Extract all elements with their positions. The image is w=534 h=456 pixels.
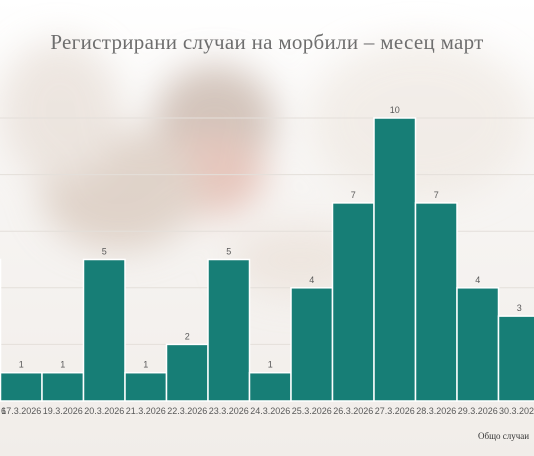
data-label: 7 [351, 190, 356, 200]
bar-7 [207, 258, 251, 402]
x-tick-label: 23.3.2026 [209, 406, 249, 416]
x-tick-label: 30.3.202 [499, 406, 534, 416]
x-tick-label: 27.3.2026 [375, 406, 415, 416]
bar-5 [124, 371, 168, 402]
data-label: 1 [19, 360, 24, 370]
data-label: 10 [390, 105, 400, 115]
bars [0, 117, 534, 402]
x-tick-labels: 617.3.2026 19.3.2026 20.3.2026 21.3.2026 22.… [1, 406, 534, 416]
bar-14 [497, 315, 534, 402]
data-label: 5 [102, 247, 107, 257]
bar-10 [331, 202, 375, 402]
x-tick-label: 19.3.2026 [43, 406, 83, 416]
x-tick-label: 20.3.2026 [84, 406, 124, 416]
x-tick-label: 26.3.2026 [333, 406, 373, 416]
x-tick-label: 25.3.2026 [292, 406, 332, 416]
bar-11 [373, 117, 417, 402]
data-label: 3 [517, 303, 522, 313]
data-label: 1 [60, 360, 65, 370]
data-label: 7 [434, 190, 439, 200]
x-tick-label: 6 [1, 406, 6, 416]
bar-4 [82, 258, 126, 402]
total-cases-label: Общо случаи [478, 431, 530, 441]
bar-13 [456, 287, 500, 402]
bar-9 [290, 287, 334, 402]
bar-2 [0, 371, 43, 402]
data-label: 4 [309, 275, 314, 285]
bar-12 [414, 202, 458, 402]
data-label: 1 [268, 360, 273, 370]
x-tick-label: 28.3.2026 [416, 406, 456, 416]
x-tick-label: 22.3.2026 [167, 406, 207, 416]
bar-1 [0, 258, 2, 402]
data-label: 4 [475, 275, 480, 285]
bar-3 [41, 371, 85, 402]
x-tick-label: 21.3.2026 [126, 406, 166, 416]
bar-8 [248, 371, 292, 402]
data-label: 2 [185, 331, 190, 341]
data-labels: 1 1 5 1 2 5 1 4 7 10 7 4 3 [19, 105, 522, 370]
bar-6 [165, 343, 209, 402]
chart-title: Регистрирани случаи на морбили – месец м… [50, 30, 484, 54]
x-tick-label: 24.3.2026 [250, 406, 290, 416]
data-label: 1 [143, 360, 148, 370]
data-label: 5 [226, 247, 231, 257]
x-tick-label: 17.3.2026 [1, 406, 41, 416]
x-tick-label: 29.3.2026 [458, 406, 498, 416]
